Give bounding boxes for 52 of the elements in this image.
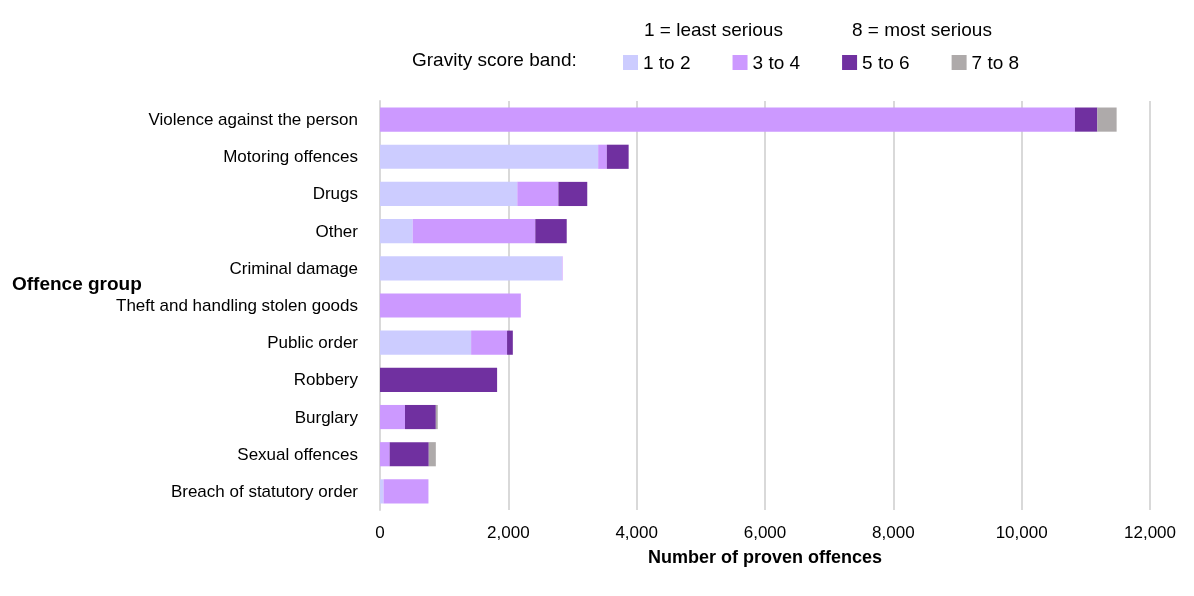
y-tick-label: Drugs [312,184,358,204]
bar [380,107,1075,132]
legend-label: 5 to 6 [862,52,910,73]
bar [1074,107,1098,132]
x-tick-label: 12,000 [1124,523,1176,542]
bar [471,330,508,355]
text: 8 = most serious [852,19,992,40]
y-tick-label: Criminal damage [229,258,358,278]
legend-label: 1 to 2 [643,52,691,73]
bar [380,144,599,169]
bar [380,404,406,430]
x-tick-label: 8,000 [872,523,915,542]
y-tick-label: Public order [267,333,359,353]
bar [380,219,413,244]
y-tick-label: Sexual offences [237,444,358,464]
x-tick-label: 2,000 [487,523,530,542]
x-tick-label: 10,000 [995,523,1048,542]
bar [380,479,384,504]
bar [507,330,513,355]
bar [380,293,521,318]
bar [383,479,429,504]
bar [380,367,498,392]
legend-title: Gravity score band: [412,49,577,70]
y-tick-label: Violence against the person [148,110,358,130]
x-tick-label: 0 [375,523,385,542]
y-tick-label: Motoring offences [223,147,358,167]
y-tick-label: Other [315,221,359,241]
y-tick-label: Breach of statutory order [170,481,359,501]
legend-label: 3 to 4 [752,52,801,73]
legend-label: 7 to 8 [971,52,1020,73]
x-axis-title: Number of proven offences [647,547,883,567]
bar [412,219,536,244]
bar [405,404,436,430]
y-tick-label: Theft and handling stolen goods [116,296,358,315]
x-tick-label: 4,000 [615,523,658,542]
x-tick-label: 6,000 [743,523,787,542]
bar [380,330,472,355]
bar [517,181,559,207]
text: 1 = least serious [644,19,783,40]
bar [428,442,436,467]
bar [535,219,567,244]
bar [380,442,390,467]
bar [389,442,429,467]
bar [606,144,629,169]
y-axis-title: Offence group [12,273,142,294]
bar [380,256,562,281]
y-tick-label: Burglary [294,407,359,427]
y-tick-label: Robbery [293,370,359,390]
bar [380,181,518,207]
bar [558,181,588,207]
bar [598,144,607,169]
bar [1097,107,1117,132]
